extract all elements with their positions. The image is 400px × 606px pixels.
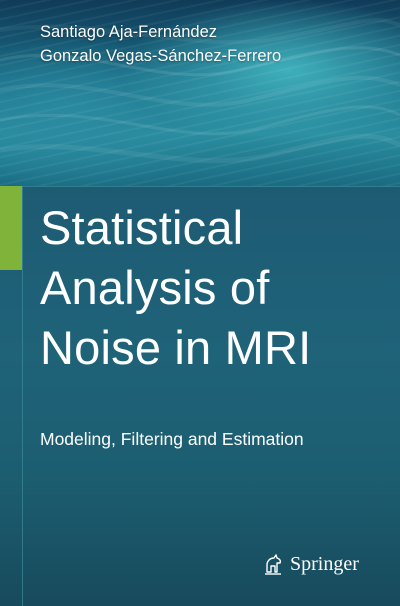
book-subtitle: Modeling, Filtering and Estimation	[40, 429, 304, 449]
title-line: Statistical	[40, 201, 244, 254]
author-list: Santiago Aja-Fernández Gonzalo Vegas-Sán…	[40, 20, 281, 68]
publisher-name: Springer	[290, 553, 359, 575]
accent-bar	[0, 186, 22, 270]
title-line: Noise in MRI	[40, 321, 312, 374]
publisher-logo: Springer	[262, 552, 359, 576]
title-panel	[0, 186, 400, 606]
divider-horizontal	[22, 186, 400, 187]
book-title: Statistical Analysis of Noise in MRI	[40, 198, 392, 378]
cover-artwork	[0, 0, 400, 186]
title-line: Analysis of	[40, 261, 270, 314]
springer-horse-icon	[265, 554, 282, 575]
divider-vertical	[22, 186, 23, 606]
wave-pattern	[0, 18, 400, 164]
author-name: Santiago Aja-Fernández	[40, 23, 218, 41]
author-name: Gonzalo Vegas-Sánchez-Ferrero	[40, 47, 282, 65]
